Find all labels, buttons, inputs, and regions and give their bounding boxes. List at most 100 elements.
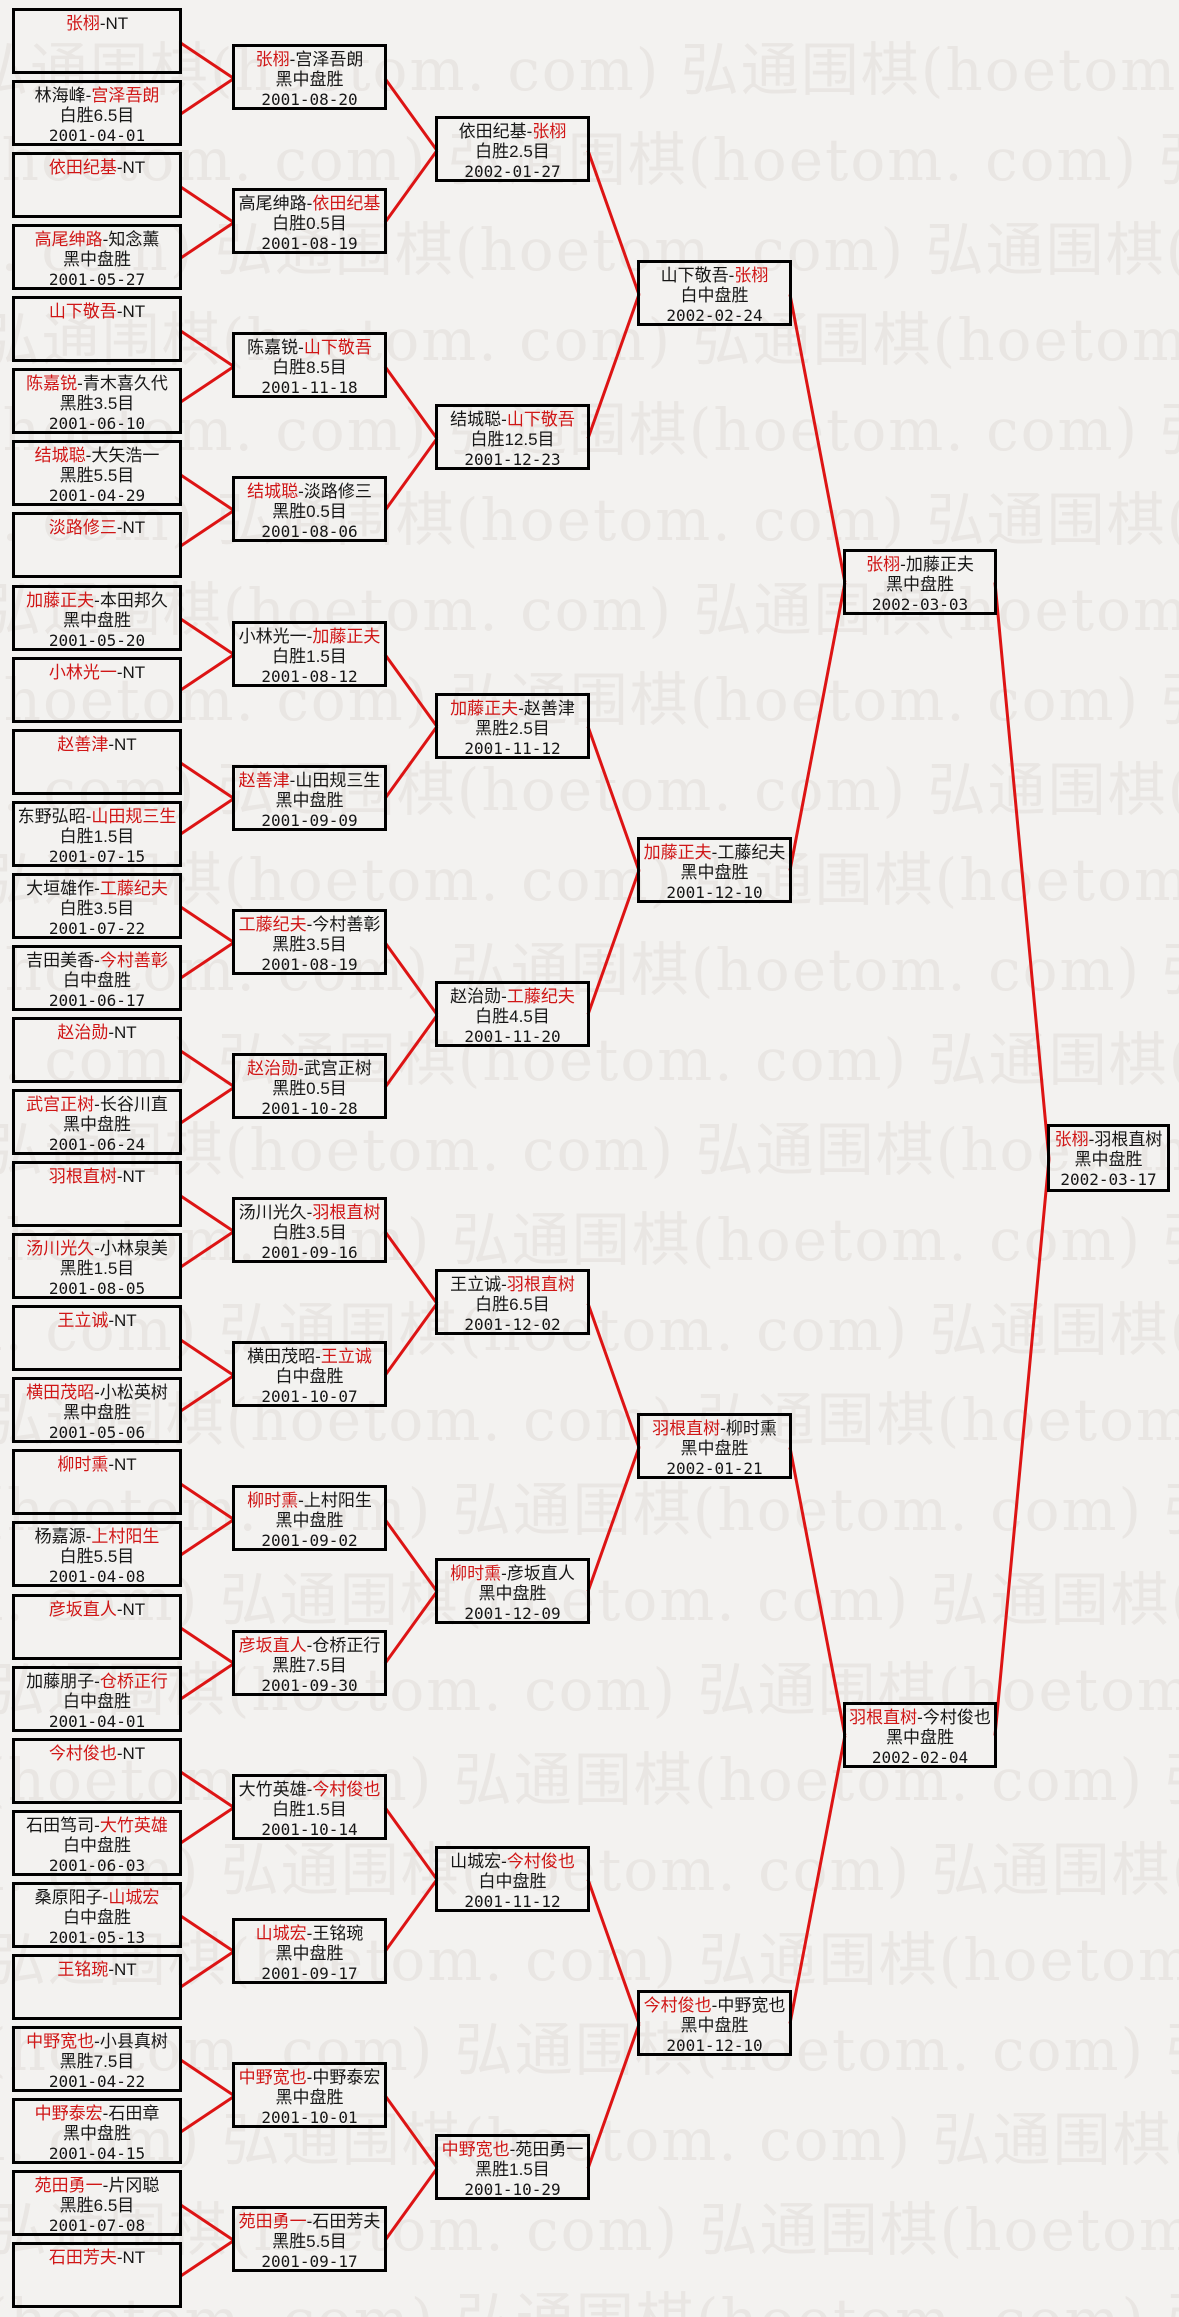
match-result: 黑胜7.5目 — [272, 1656, 347, 1675]
player-name: 山田规三生 — [295, 771, 381, 790]
winner-name: 山城宏 — [255, 1924, 307, 1943]
player-name: 赵治勋 — [450, 987, 502, 1006]
match-date: 2001-09-17 — [261, 1964, 358, 1983]
player-name: 今村俊也 — [922, 1708, 991, 1727]
match-box-round-1-8: 淡路修三-NT — [12, 512, 182, 578]
winner-name: 结城聪 — [34, 446, 86, 465]
match-players: 吉田美香-今村善彰 — [26, 951, 168, 970]
match-players: 加藤朋子-仓桥正行 — [26, 1672, 168, 1691]
winner-name: 羽根直树 — [312, 1203, 381, 1222]
watermark-text: 弘通围棋(hoetom. com) 弘通围棋(hoetom. com) 弘通围棋… — [0, 2196, 1179, 2264]
match-players: 山下敬吾-张栩 — [660, 266, 769, 285]
match-result: 黑胜6.5目 — [59, 2196, 135, 2215]
winner-name: 柳时熏 — [450, 1564, 502, 1583]
match-players: 工藤纪夫-今村善彰 — [238, 915, 381, 934]
match-box-round-2-15: 中野宽也-中野泰宏 黑中盘胜 2001-10-01 — [232, 2062, 387, 2128]
match-date: 2001-12-02 — [464, 1315, 561, 1334]
player-name: 武宫正树 — [303, 1059, 372, 1078]
match-players: 桑原阳子-山城宏 — [34, 1888, 160, 1907]
match-date: 2001-07-22 — [48, 919, 146, 938]
winner-name: 张栩 — [734, 266, 769, 285]
match-players: 依田纪基-NT — [48, 158, 146, 177]
player-name: NT — [114, 1311, 137, 1330]
player-name: 长谷川直 — [99, 1095, 168, 1114]
match-date: 2002-01-27 — [464, 162, 561, 181]
winner-name: 中野泰宏 — [34, 2104, 103, 2123]
match-players: 张栩-宫泽吾朗 — [255, 50, 364, 69]
player-name: 高尾绅路 — [238, 194, 307, 213]
match-players: 依田纪基-张栩 — [458, 122, 567, 141]
player-name: 加藤正夫 — [905, 555, 974, 574]
match-date: 2001-10-29 — [464, 2180, 561, 2199]
player-name: NT — [122, 518, 146, 537]
match-players: 赵治勋-NT — [57, 1023, 137, 1042]
match-players: 王铭琬-NT — [57, 1960, 137, 1979]
player-name: 横田茂昭 — [247, 1347, 316, 1366]
player-name: 陈嘉锐 — [247, 338, 299, 357]
player-name: NT — [122, 1744, 146, 1763]
match-box-round-3-6: 柳时熏-彦坂直人 黑中盘胜 2001-12-09 — [435, 1558, 590, 1624]
match-box-round-1-10: 小林光一-NT — [12, 657, 182, 723]
winner-name: 赵治勋 — [247, 1059, 299, 1078]
match-date: 2002-03-03 — [871, 595, 969, 614]
match-players: 加藤正夫-工藤纪夫 — [643, 843, 786, 862]
match-box-round-1-18: 汤川光久-小林泉美 黑胜1.5目 2001-08-05 — [12, 1233, 182, 1299]
winner-name: 小林光一 — [48, 663, 117, 682]
watermark-text: 弘通围棋(hoetom. com) 弘通围棋(hoetom. com) 弘通围棋… — [0, 756, 1179, 824]
match-box-round-1-13: 大垣雄作-工藤纪夫 白胜3.5目 2001-07-22 — [12, 873, 182, 939]
match-box-semifinal-2: 羽根直树-今村俊也 黑中盘胜 2002-02-04 — [843, 1702, 997, 1768]
match-result: 白胜2.5目 — [475, 142, 550, 161]
match-result: 黑中盘胜 — [275, 1944, 344, 1963]
match-players: 杨嘉源-上村阳生 — [34, 1527, 160, 1546]
match-players: 张栩-NT — [65, 14, 129, 33]
match-result: 黑中盘胜 — [63, 2124, 131, 2143]
match-players: 陈嘉锐-山下敬吾 — [247, 338, 372, 357]
match-box-round-1-3: 依田纪基-NT — [12, 152, 182, 218]
match-players: 山下敬吾-NT — [48, 302, 146, 321]
match-result: 黑胜1.5目 — [475, 2160, 550, 2179]
match-box-round-1-9: 加藤正夫-本田邦久 黑中盘胜 2001-05-20 — [12, 585, 182, 651]
match-box-round-1-14: 吉田美香-今村善彰 白中盘胜 2001-06-17 — [12, 945, 182, 1011]
match-result: 黑中盘胜 — [275, 2088, 344, 2107]
match-box-round-2-6: 赵善津-山田规三生 黑中盘胜 2001-09-09 — [232, 765, 387, 831]
winner-name: 山下敬吾 — [303, 338, 372, 357]
match-result: 白中盘胜 — [478, 1872, 547, 1891]
player-name: NT — [114, 1960, 137, 1979]
match-date: 2001-06-17 — [48, 991, 146, 1010]
match-box-round-1-17: 羽根直树-NT — [12, 1161, 182, 1227]
match-players: 高尾绅路-依田纪基 — [238, 194, 381, 213]
match-box-quarterfinal-1: 山下敬吾-张栩 白中盘胜 2002-02-24 — [637, 260, 792, 326]
player-name: 依田纪基 — [458, 122, 527, 141]
match-players: 大竹英雄-今村俊也 — [238, 1780, 381, 1799]
match-date: 2001-07-15 — [48, 847, 146, 866]
match-box-round-3-4: 赵治勋-工藤纪夫 白胜4.5目 2001-11-20 — [435, 981, 590, 1047]
match-result: 黑中盘胜 — [63, 1115, 131, 1134]
match-players: 苑田勇一-石田芳夫 — [238, 2212, 381, 2231]
player-name: 东野弘昭 — [17, 807, 86, 826]
winner-name: 苑田勇一 — [34, 2176, 103, 2195]
match-date: 2001-07-08 — [48, 2216, 146, 2235]
match-players: 中野宽也-中野泰宏 — [238, 2068, 381, 2087]
match-box-round-1-23: 彦坂直人-NT — [12, 1594, 182, 1660]
match-box-round-2-9: 汤川光久-羽根直树 白胜3.5目 2001-09-16 — [232, 1197, 387, 1263]
match-date: 2001-08-19 — [261, 234, 358, 253]
match-result: 黑中盘胜 — [63, 250, 131, 269]
watermark-text: 弘通围棋(hoetom. com) 弘通围棋(hoetom. com) 弘通围棋… — [0, 216, 1179, 284]
player-name: NT — [105, 14, 129, 33]
winner-name: 加藤正夫 — [26, 591, 95, 610]
match-box-round-1-4: 高尾绅路-知念薰 黑中盘胜 2001-05-27 — [12, 224, 182, 290]
winner-name: 王立诚 — [320, 1347, 372, 1366]
match-players: 羽根直树-柳时熏 — [652, 1419, 777, 1438]
player-name: 王立诚 — [450, 1275, 502, 1294]
watermark-text: 弘通围棋(hoetom. com) 弘通围棋(hoetom. com) 弘通围棋… — [0, 1116, 1179, 1184]
player-name: NT — [122, 1167, 146, 1186]
match-box-round-1-27: 桑原阳子-山城宏 白中盘胜 2001-05-13 — [12, 1882, 182, 1948]
match-players: 大垣雄作-工藤纪夫 — [26, 879, 168, 898]
match-box-round-2-4: 结城聪-淡路修三 黑胜0.5目 2001-08-06 — [232, 476, 387, 542]
player-name: 桑原阳子 — [34, 1888, 103, 1907]
watermark-text: 弘通围棋(hoetom. com) 弘通围棋(hoetom. com) 弘通围棋… — [0, 846, 1179, 914]
match-result: 白中盘胜 — [63, 971, 131, 990]
player-name: 石田章 — [108, 2104, 160, 2123]
winner-name: 淡路修三 — [48, 518, 117, 537]
match-date: 2001-06-10 — [48, 414, 146, 433]
